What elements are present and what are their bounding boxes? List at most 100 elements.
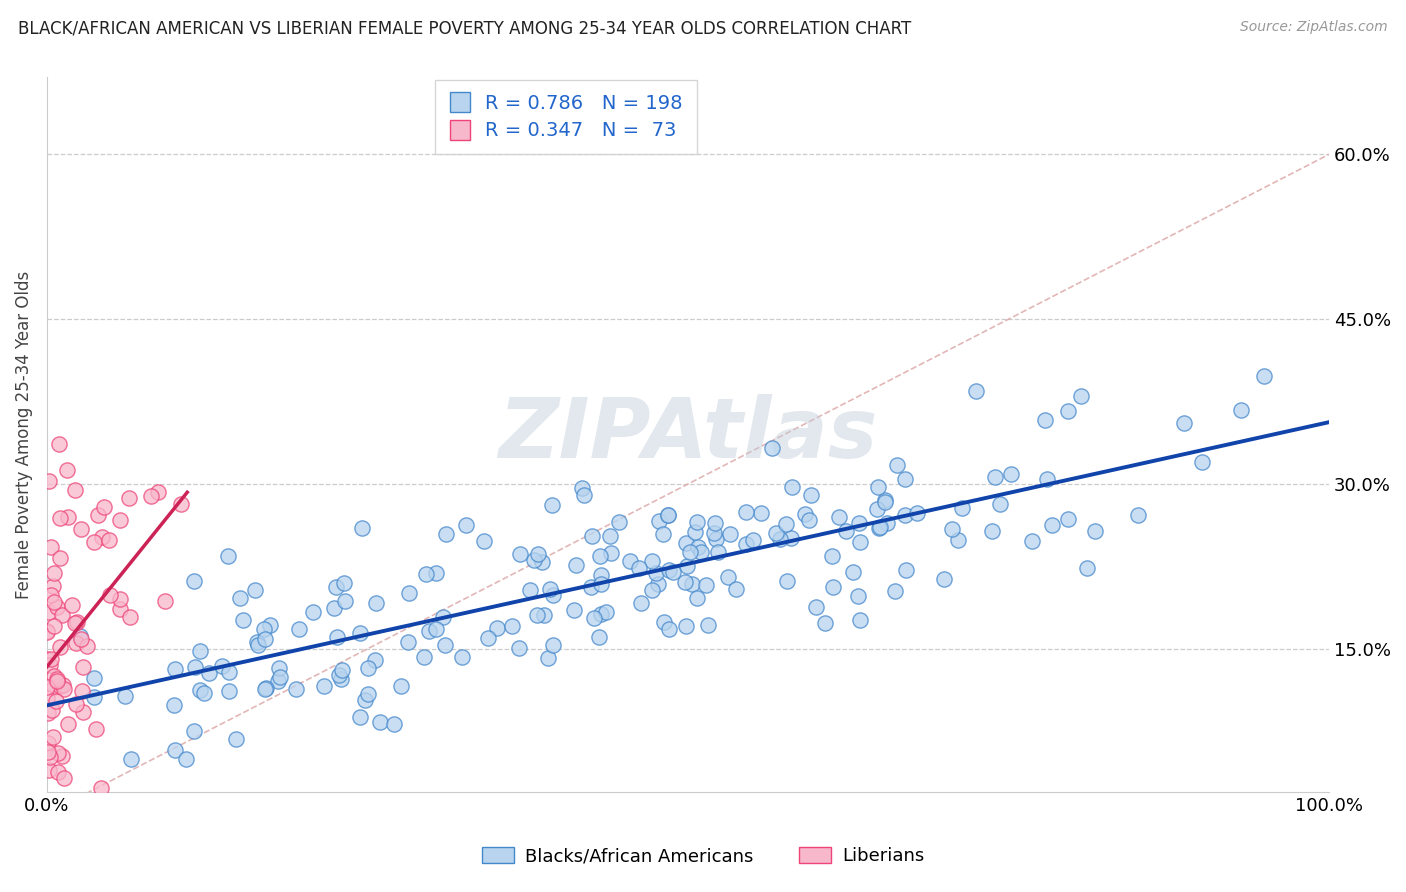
Point — [591, 568, 613, 582]
Point — [44, 566, 66, 581]
Point — [69, 632, 91, 646]
Point — [83, 534, 105, 549]
Point — [675, 559, 697, 574]
Point — [1036, 472, 1059, 486]
Point — [501, 619, 523, 633]
Point — [1191, 455, 1213, 469]
Point — [153, 593, 176, 607]
Point — [434, 638, 457, 652]
Point — [530, 555, 553, 569]
Point — [91, 530, 114, 544]
Point — [45, 693, 67, 707]
Point — [163, 743, 186, 757]
Point — [707, 545, 730, 559]
Point — [456, 518, 478, 533]
Point — [83, 671, 105, 685]
Point — [697, 617, 720, 632]
Point — [775, 516, 797, 531]
Point — [413, 649, 436, 664]
Point — [49, 511, 72, 525]
Point — [869, 520, 891, 534]
Point — [1253, 368, 1275, 383]
Point — [42, 619, 65, 633]
Point — [42, 669, 65, 683]
Point — [695, 578, 717, 592]
Point — [49, 640, 72, 654]
Point — [148, 484, 170, 499]
Point — [526, 608, 548, 623]
Point — [63, 483, 86, 498]
Point — [1084, 524, 1107, 539]
Point — [875, 495, 897, 509]
Point — [681, 576, 703, 591]
Point — [246, 638, 269, 652]
Point — [418, 624, 440, 639]
Point — [322, 601, 344, 615]
Point — [330, 663, 353, 677]
Point — [884, 584, 907, 599]
Point — [193, 686, 215, 700]
Point — [434, 526, 457, 541]
Point — [48, 801, 70, 815]
Point — [70, 683, 93, 698]
Point — [65, 635, 87, 649]
Point — [849, 613, 872, 627]
Point — [37, 736, 59, 750]
Point — [72, 705, 94, 719]
Point — [572, 487, 595, 501]
Point — [285, 681, 308, 696]
Point — [704, 516, 727, 531]
Point — [328, 667, 350, 681]
Point — [509, 547, 531, 561]
Point — [630, 596, 652, 610]
Point — [628, 561, 651, 575]
Text: BLACK/AFRICAN AMERICAN VS LIBERIAN FEMALE POVERTY AMONG 25-34 YEAR OLDS CORRELAT: BLACK/AFRICAN AMERICAN VS LIBERIAN FEMAL… — [18, 20, 911, 37]
Point — [876, 516, 898, 531]
Point — [37, 706, 59, 721]
Point — [508, 640, 530, 655]
Text: Source: ZipAtlas.com: Source: ZipAtlas.com — [1240, 20, 1388, 34]
Y-axis label: Female Poverty Among 25-34 Year Olds: Female Poverty Among 25-34 Year Olds — [15, 270, 32, 599]
Point — [218, 683, 240, 698]
Point — [675, 535, 697, 549]
Point — [946, 533, 969, 548]
Point — [357, 661, 380, 675]
Point — [118, 491, 141, 505]
Point — [1126, 508, 1149, 523]
Point — [588, 630, 610, 644]
Point — [246, 635, 269, 649]
Point — [599, 528, 621, 542]
Point — [301, 605, 323, 619]
Point — [717, 569, 740, 583]
Point — [619, 554, 641, 568]
Point — [259, 618, 281, 632]
Point — [41, 702, 63, 716]
Point — [254, 682, 277, 697]
Point — [689, 545, 711, 559]
Point — [65, 697, 87, 711]
Point — [866, 480, 889, 494]
Point — [749, 506, 772, 520]
Point — [662, 565, 685, 579]
Point — [267, 661, 290, 675]
Point — [581, 528, 603, 542]
Point — [141, 489, 163, 503]
Point — [389, 679, 412, 693]
Point — [108, 602, 131, 616]
Point — [1000, 467, 1022, 482]
Point — [869, 521, 891, 535]
Point — [184, 659, 207, 673]
Point — [980, 524, 1002, 538]
Point — [84, 722, 107, 736]
Point — [254, 632, 277, 646]
Point — [267, 674, 290, 689]
Point — [44, 595, 66, 609]
Point — [477, 631, 499, 645]
Point — [718, 526, 741, 541]
Point — [39, 540, 62, 554]
Point — [641, 583, 664, 598]
Point — [254, 681, 277, 695]
Point — [1021, 533, 1043, 548]
Point — [45, 599, 67, 614]
Point — [42, 579, 65, 593]
